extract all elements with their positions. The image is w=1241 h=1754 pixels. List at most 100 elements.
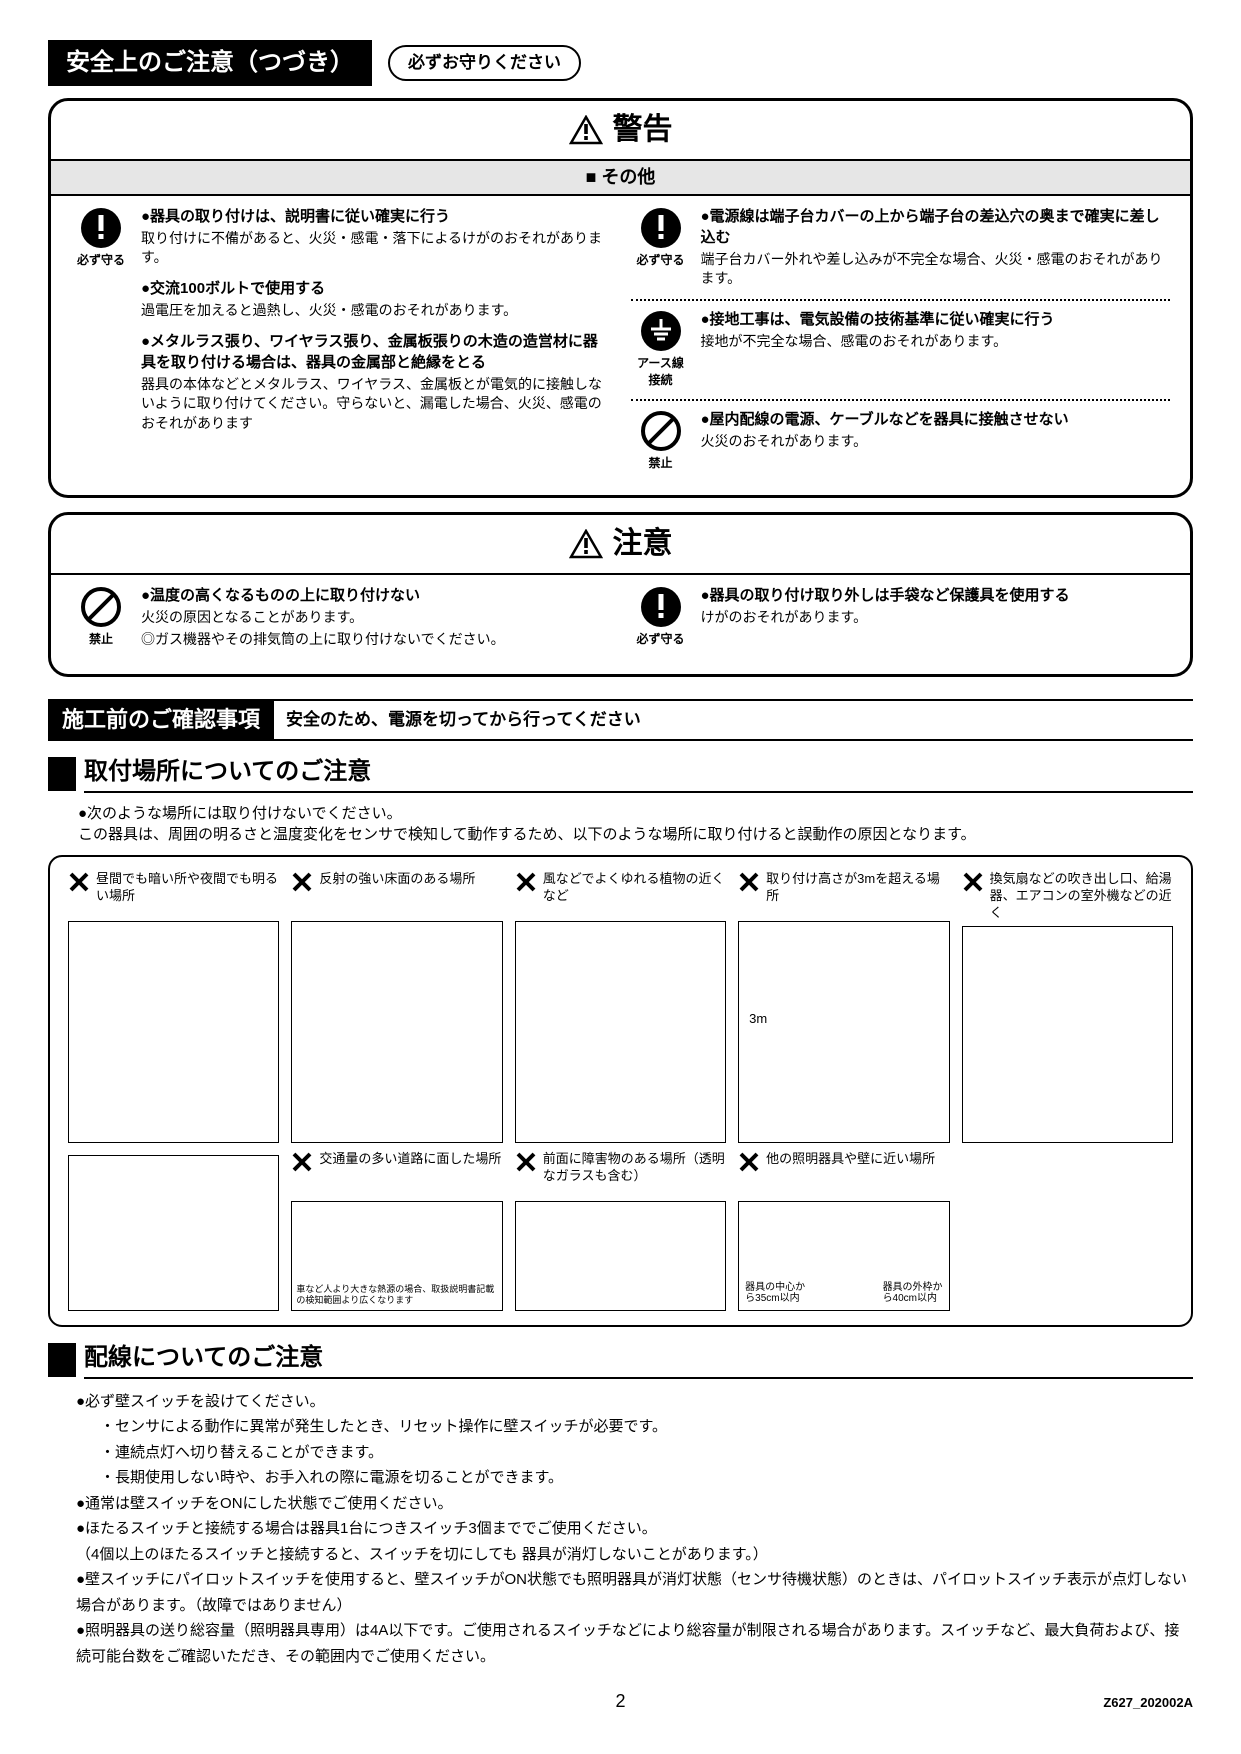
loc-illustration xyxy=(68,921,279,1143)
wiring-line: ・センサによる動作に異常が発生したとき、リセット操作に壁スイッチが必要です。 xyxy=(76,1414,1193,1440)
doc-code: Z627_202002A xyxy=(1073,1694,1193,1712)
caution-title: 注意 xyxy=(613,523,673,565)
loc-cell: 交通量の多い道路に面した場所 車など人より大きな熱源の場合、取扱説明書記載の検知… xyxy=(285,1147,508,1315)
warning-item: 必ず守る ●器具の取り付けは、説明書に従い確実に行う 取り付けに不備があると、火… xyxy=(71,206,611,434)
loc-cell: 取り付け高さが3mを超える場所 3m xyxy=(732,867,955,1147)
location-intro: ●次のような場所には取り付けないでください。 この器具は、周囲の明るさと温度変化… xyxy=(78,803,1193,845)
x-icon xyxy=(962,871,984,893)
dotted-separator xyxy=(631,399,1171,401)
loc-annot-2: 器具の外枠から40cm以内 xyxy=(883,1282,943,1304)
page-number: 2 xyxy=(168,1689,1073,1714)
location-heading-row: 取付場所についてのご注意 xyxy=(48,755,1193,793)
item-desc: 過電圧を加えると過熱し、火災・感電のおそれがあります。 xyxy=(141,301,611,321)
must-icon: 必ず守る xyxy=(631,206,691,289)
x-icon xyxy=(515,871,537,893)
loc-label: 換気扇などの吹き出し口、給湯器、エアコンの室外機などの近く xyxy=(990,871,1173,922)
loc-annot-1: 器具の中心から35cm以内 xyxy=(745,1282,805,1304)
loc-illustration xyxy=(515,921,726,1143)
icon-label: 必ず守る xyxy=(631,252,691,269)
warning-item: 必ず守る ●電源線は端子台カバーの上から端子台の差込穴の奥まで確実に差し込む 端… xyxy=(631,206,1171,289)
x-icon xyxy=(738,871,760,893)
wiring-line: （4個以上のほたるスイッチと接続すると、スイッチを切にしても 器具が消灯しないこ… xyxy=(76,1542,1193,1568)
warning-subtitle: ■ その他 xyxy=(51,161,1190,196)
loc-cell: 前面に障害物のある場所（透明なガラスも含む） xyxy=(509,1147,732,1315)
item-desc: 取り付けに不備があると、火災・感電・落下によるけがのおそれがあります。 xyxy=(141,229,611,268)
loc-cell: 昼間でも暗い所や夜間でも明るい場所 xyxy=(62,867,285,1147)
warning-body: 必ず守る ●器具の取り付けは、説明書に従い確実に行う 取り付けに不備があると、火… xyxy=(51,196,1190,496)
wiring-line: ・長期使用しない時や、お手入れの際に電源を切ることができます。 xyxy=(76,1465,1193,1491)
prohibit-icon: 禁止 xyxy=(631,409,691,472)
caution-body: 禁止 ●温度の高くなるものの上に取り付けない 火災の原因となることがあります。 … xyxy=(51,575,1190,673)
icon-label: 必ず守る xyxy=(71,252,131,269)
loc-illustration xyxy=(291,921,502,1143)
loc-illustration xyxy=(515,1201,726,1311)
warning-title: 警告 xyxy=(613,109,673,151)
warning-item: 禁止 ●屋内配線の電源、ケーブルなどを器具に接触させない 火災のおそれがあります… xyxy=(631,409,1171,472)
wiring-line: ●ほたるスイッチと接続する場合は器具1台につきスイッチ3個まででご使用ください。 xyxy=(76,1516,1193,1542)
heading-bar-icon xyxy=(48,1343,76,1377)
prohibit-icon: 禁止 xyxy=(71,585,131,649)
caution-box: 注意 禁止 ●温度の高くなるものの上に取り付けない 火災の原因となることがありま… xyxy=(48,512,1193,676)
item-desc: 火災の原因となることがあります。 xyxy=(141,608,505,628)
loc-label: 交通量の多い道路に面した場所 xyxy=(319,1151,501,1168)
caution-left: 禁止 ●温度の高くなるものの上に取り付けない 火災の原因となることがあります。 … xyxy=(71,585,611,659)
icon-label: 禁止 xyxy=(631,455,691,472)
item-desc: けがのおそれがあります。 xyxy=(701,608,1070,628)
location-grid: 昼間でも暗い所や夜間でも明るい場所 反射の強い床面のある場所 風などでよくゆれる… xyxy=(48,855,1193,1327)
warning-title-row: 警告 xyxy=(51,101,1190,161)
pre-construction-note: 安全のため、電源を切ってから行ってください xyxy=(286,704,641,736)
wiring-heading: 配線についてのご注意 xyxy=(84,1341,1193,1379)
icon-label: 禁止 xyxy=(71,631,131,648)
item-bold: ●器具の取り付け取り外しは手袋など保護具を使用する xyxy=(701,585,1070,606)
loc-label: 反射の強い床面のある場所 xyxy=(319,871,475,888)
loc-illustration: 車など人より大きな熱源の場合、取扱説明書記載の検知範囲より広くなります xyxy=(291,1201,502,1311)
wiring-line: ●通常は壁スイッチをONにした状態でご使用ください。 xyxy=(76,1491,1193,1517)
item-bold: ●メタルラス張り、ワイヤラス張り、金属板張りの木造の造営材に器具を取り付ける場合… xyxy=(141,331,611,373)
loc-note: 車など人より大きな熱源の場合、取扱説明書記載の検知範囲より広くなります xyxy=(296,1284,497,1306)
item-bold: ●接地工事は、電気設備の技術基準に従い確実に行う xyxy=(701,309,1055,330)
page-header: 安全上のご注意（つづき） 必ずお守りください xyxy=(48,40,1193,86)
location-intro-1: ●次のような場所には取り付けないでください。 xyxy=(78,803,1193,824)
wiring-list: ●必ず壁スイッチを設けてください。・センサによる動作に異常が発生したとき、リセッ… xyxy=(76,1389,1193,1670)
loc-illustration xyxy=(962,926,1173,1143)
heading-bar-icon xyxy=(48,757,76,791)
loc-illustration xyxy=(68,1155,279,1311)
loc-cell: 反射の強い床面のある場所 xyxy=(285,867,508,1147)
location-intro-2: この器具は、周囲の明るさと温度変化をセンサで検知して動作するため、以下のような場… xyxy=(78,824,1193,845)
item-desc: ◎ガス機器やその排気筒の上に取り付けないでください。 xyxy=(141,630,505,650)
must-icon: 必ず守る xyxy=(631,585,691,648)
item-bold: ●電源線は端子台カバーの上から端子台の差込穴の奥まで確実に差し込む xyxy=(701,206,1171,248)
loc-label: 他の照明器具や壁に近い場所 xyxy=(766,1151,935,1168)
loc-cell: 他の照明器具や壁に近い場所 器具の中心から35cm以内 器具の外枠から40cm以… xyxy=(732,1147,955,1315)
item-desc: 接地が不完全な場合、感電のおそれがあります。 xyxy=(701,332,1055,352)
pre-construction-title: 施工前のご確認事項 xyxy=(48,701,274,740)
loc-label: 前面に障害物のある場所（透明なガラスも含む） xyxy=(543,1151,726,1185)
dotted-separator xyxy=(631,299,1171,301)
x-icon xyxy=(515,1151,537,1173)
wiring-line: ●必ず壁スイッチを設けてください。 xyxy=(76,1389,1193,1415)
loc-label: 昼間でも暗い所や夜間でも明るい場所 xyxy=(96,871,279,905)
caution-title-row: 注意 xyxy=(51,515,1190,575)
header-pill: 必ずお守りください xyxy=(388,45,581,81)
item-bold: ●屋内配線の電源、ケーブルなどを器具に接触させない xyxy=(701,409,1069,430)
loc-cell: 風などでよくゆれる植物の近くなど xyxy=(509,867,732,1147)
page-footer: 2 Z627_202002A xyxy=(48,1689,1193,1714)
x-icon xyxy=(291,871,313,893)
must-icon: 必ず守る xyxy=(71,206,131,434)
loc-cell: 換気扇などの吹き出し口、給湯器、エアコンの室外機などの近く xyxy=(956,867,1179,1147)
caution-item: 必ず守る ●器具の取り付け取り外しは手袋など保護具を使用する けがのおそれがあり… xyxy=(631,585,1171,648)
x-icon xyxy=(68,871,90,893)
item-desc: 端子台カバー外れや差し込みが不完全な場合、火災・感電のおそれがあります。 xyxy=(701,250,1171,289)
caution-item: 禁止 ●温度の高くなるものの上に取り付けない 火災の原因となることがあります。 … xyxy=(71,585,611,649)
location-heading: 取付場所についてのご注意 xyxy=(84,755,1193,793)
pre-construction-bar: 施工前のご確認事項 安全のため、電源を切ってから行ってください xyxy=(48,699,1193,742)
warning-triangle-icon xyxy=(569,115,603,145)
icon-label: 必ず守る xyxy=(631,631,691,648)
warning-item: アース線 接続 ●接地工事は、電気設備の技術基準に従い確実に行う 接地が不完全な… xyxy=(631,309,1171,389)
loc-label: 風などでよくゆれる植物の近くなど xyxy=(543,871,726,905)
loc-illustration: 器具の中心から35cm以内 器具の外枠から40cm以内 xyxy=(738,1201,949,1311)
loc-label: 取り付け高さが3mを超える場所 xyxy=(766,871,949,905)
loc-illustration: 3m xyxy=(738,921,949,1143)
header-title: 安全上のご注意（つづき） xyxy=(48,40,372,86)
wiring-line: ・連続点灯へ切り替えることができます。 xyxy=(76,1440,1193,1466)
